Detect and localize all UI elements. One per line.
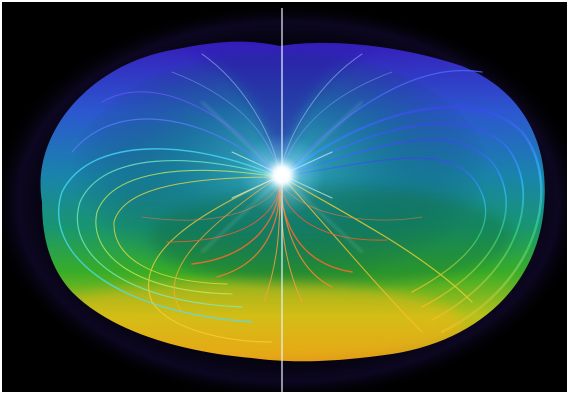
core-star-center <box>277 170 287 180</box>
